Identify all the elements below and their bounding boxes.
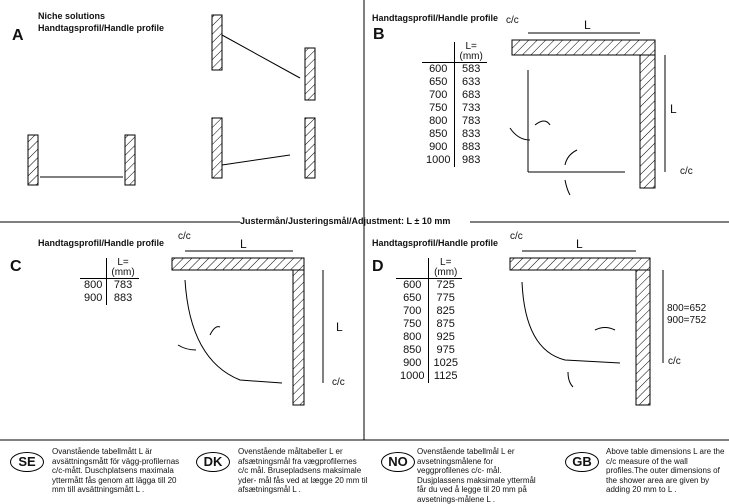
cell: 600: [422, 62, 456, 76]
cell: 800: [80, 278, 108, 292]
cell: 900: [396, 357, 430, 370]
cc-label: c/c: [668, 356, 681, 367]
cell: 775: [436, 292, 455, 304]
cc-label: c/c: [680, 166, 693, 177]
panel-a-subtitle: Handtagsprofil/Handle profile: [38, 23, 165, 33]
panel-c-letter: C: [10, 258, 22, 275]
cell: 583: [461, 63, 481, 75]
dimension-l: L: [670, 102, 677, 116]
cell: 883: [461, 141, 481, 153]
note-dk: Ovenstående måltabeller L er afsætningsm…: [238, 447, 368, 494]
header-l: L=: [465, 41, 477, 52]
cell: 750: [396, 318, 430, 331]
cc-label: c/c: [178, 231, 191, 242]
panel-d-table: L= (mm) 600 725 650 775 700 825 750 875 800 92…: [396, 258, 462, 383]
note-se: Ovanstående tabellmått L är avsättningsm…: [52, 447, 180, 494]
dimension-l: L: [584, 18, 591, 32]
cc-label: c/c: [332, 377, 345, 388]
note-gb: Above table dimensions L are the c/c mea…: [606, 447, 725, 494]
cell: 600: [396, 278, 430, 292]
header-mm: (mm): [459, 51, 483, 62]
cell: 800: [396, 331, 430, 344]
cell: 1125: [433, 370, 458, 382]
cell: 800: [422, 115, 456, 128]
side-dimension: 900=752: [667, 315, 707, 326]
lang-badge-se: SE: [10, 452, 44, 472]
cell: 975: [436, 344, 455, 356]
cell: 683: [461, 89, 481, 101]
cell: 700: [422, 89, 456, 102]
dimension-l: L: [576, 237, 583, 251]
cell: 825: [436, 305, 455, 317]
note-no: Ovenstående tabellmål L er avsetningsmål…: [417, 447, 536, 504]
cell: 725: [436, 279, 455, 291]
cell: 900: [422, 141, 456, 154]
lang-badge-gb: GB: [565, 452, 599, 472]
panel-d-title: Handtagsprofil/Handle profile: [372, 238, 499, 248]
panel-b-table: L= (mm) 600 583 650 633 700 683 750 733 800 78…: [422, 42, 487, 167]
panel-d-letter: D: [372, 258, 384, 275]
header-mm: (mm): [111, 267, 135, 278]
cell: 783: [461, 115, 481, 127]
panel-a-title: Niche solutions: [38, 11, 106, 21]
header-l: L=: [117, 257, 129, 268]
cell: 650: [422, 76, 456, 89]
cell: 1000: [396, 370, 430, 383]
panel-a-letter: A: [12, 27, 24, 44]
cell: 833: [461, 128, 481, 140]
header-l: L=: [440, 257, 452, 268]
panel-c-title: Handtagsprofil/Handle profile: [38, 238, 165, 248]
cell: 783: [113, 279, 133, 291]
cell: 925: [436, 331, 455, 343]
cc-label: c/c: [506, 15, 519, 26]
cell: 883: [113, 292, 133, 304]
dimension-l: L: [336, 320, 343, 334]
cell: 850: [396, 344, 430, 357]
cell: 650: [396, 292, 430, 305]
adjustment-note: Justermån/Justeringsmål/Adjustment: L ± …: [240, 216, 451, 226]
side-dimension: 800=652: [667, 303, 707, 314]
cell: 900: [80, 292, 108, 305]
cell: 875: [436, 318, 455, 330]
cell: 850: [422, 128, 456, 141]
lang-badge-dk: DK: [196, 452, 230, 472]
cell: 983: [461, 154, 481, 166]
header-mm: (mm): [434, 267, 458, 278]
cell: 1000: [422, 154, 456, 167]
cell: 633: [461, 76, 481, 88]
panel-c-table: L= (mm) 800 783 900 883: [80, 258, 139, 305]
cell: 1025: [433, 357, 458, 369]
lang-badge-no: NO: [381, 452, 415, 472]
cell: 750: [422, 102, 456, 115]
cell: 700: [396, 305, 430, 318]
cc-label: c/c: [510, 231, 523, 242]
panel-b-letter: B: [373, 26, 385, 43]
cell: 733: [461, 102, 481, 114]
panel-b-title: Handtagsprofil/Handle profile: [372, 13, 499, 23]
dimension-l: L: [240, 237, 247, 251]
